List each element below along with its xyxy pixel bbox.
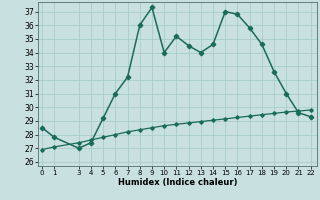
X-axis label: Humidex (Indice chaleur): Humidex (Indice chaleur) bbox=[118, 178, 237, 187]
